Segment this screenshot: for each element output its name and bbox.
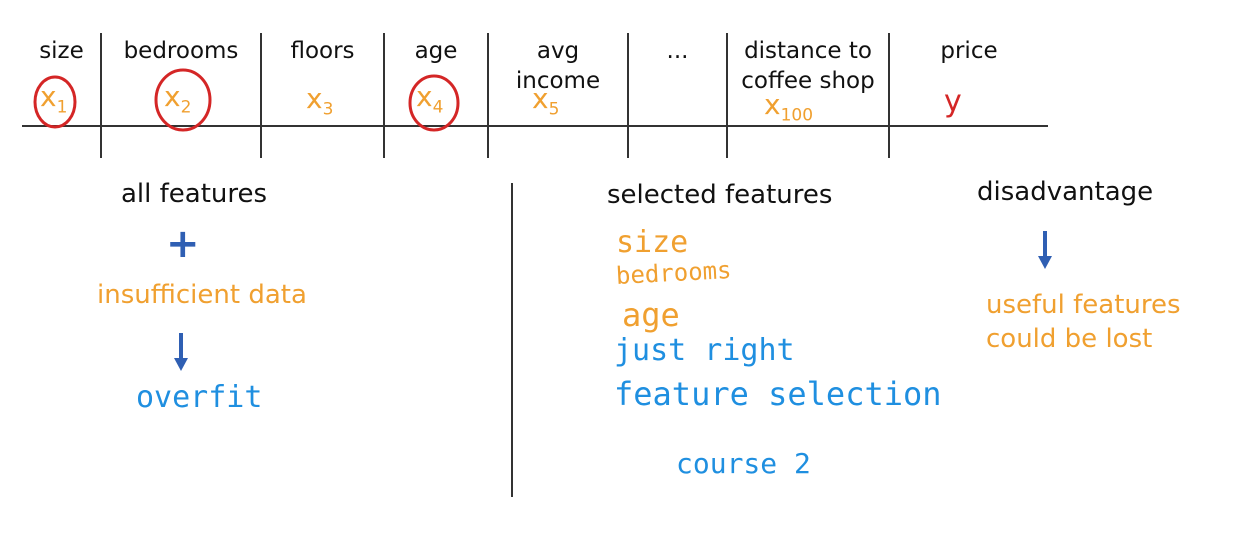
feature-selection-note: feature selection	[614, 375, 942, 413]
circle-mark	[154, 68, 212, 132]
variable-x1: x1	[40, 80, 68, 118]
all-features-title: all features	[121, 179, 268, 209]
circle-mark	[33, 75, 77, 129]
header-bedrooms: bedrooms	[123, 38, 239, 64]
variable-x3: x3	[306, 82, 334, 120]
disadvantage-title: disadvantage	[977, 177, 1154, 207]
insufficient-data-note: insufficient data	[97, 280, 307, 310]
selected-item-age: age	[622, 296, 680, 334]
overfit-note: overfit	[136, 380, 263, 415]
lost-features-note-line2: could be lost	[986, 324, 1153, 354]
header-floors: floors	[290, 38, 355, 64]
lost-features-note-line1: useful features	[986, 290, 1181, 320]
variable-x5: x5	[532, 82, 560, 120]
header-size: size	[39, 38, 84, 64]
down-arrow-icon	[1038, 231, 1052, 269]
header-ellipsis: ...	[666, 38, 689, 64]
plus-icon: +	[166, 221, 200, 267]
header-price: price	[940, 38, 998, 64]
down-arrow-icon	[174, 333, 188, 371]
selected-item-size: size	[616, 225, 689, 260]
variable-x4: x4	[416, 80, 444, 118]
variable-x100: x100	[764, 88, 814, 126]
circle-mark	[408, 74, 460, 132]
header-age: age	[414, 38, 458, 64]
course-2-note: course 2	[676, 447, 811, 480]
header-distance: distance to coffee shop	[741, 38, 875, 94]
just-right-note: just right	[614, 333, 795, 368]
variable-x2: x2	[164, 80, 192, 118]
variable-y: y	[944, 84, 962, 119]
header-avg-income: avg income	[515, 38, 601, 94]
selected-features-title: selected features	[607, 180, 833, 210]
